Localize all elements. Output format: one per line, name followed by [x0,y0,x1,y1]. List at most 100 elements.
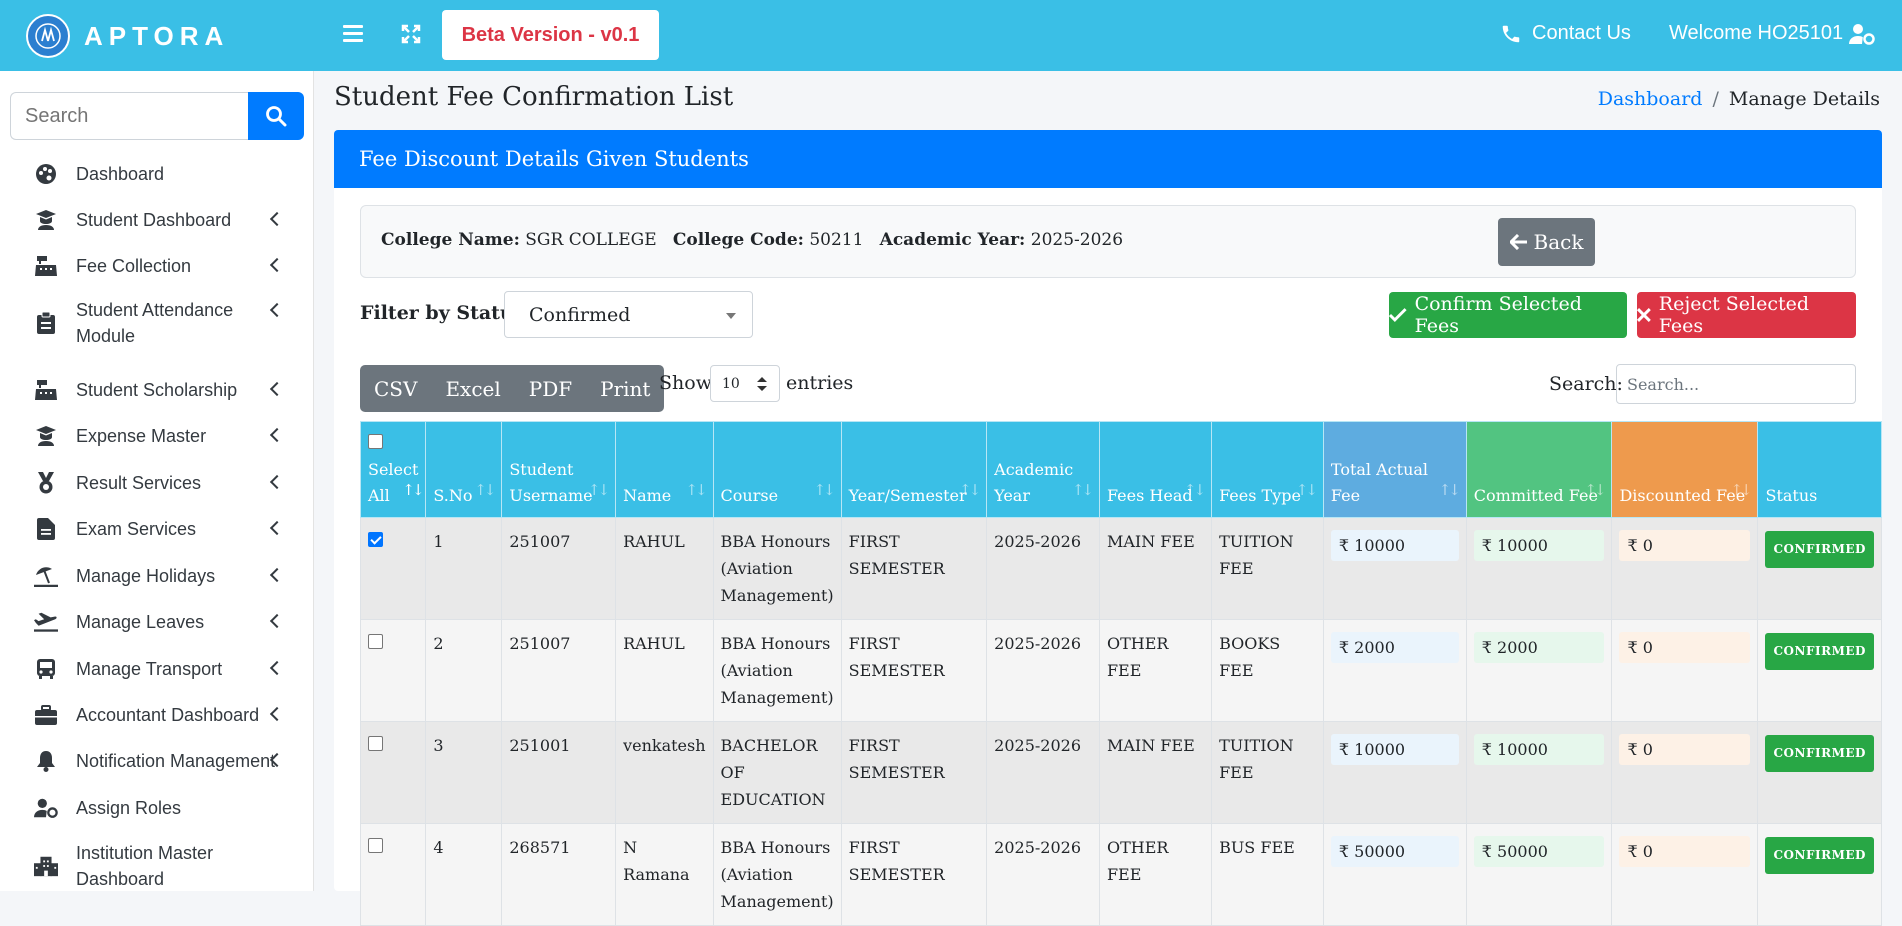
committed-fee-field[interactable]: ₹ 2000 [1473,632,1605,663]
course-header[interactable]: Course ↑↓ [712,421,842,518]
confirm-selected-fees-button[interactable]: Confirm Selected Fees [1389,292,1627,338]
sidebar: Dashboard Student Dashboard Fee Collecti… [0,71,314,891]
select-all-header: Select All ↑↓ [359,421,427,518]
discounted-fee-field[interactable]: ₹ 0 [1619,734,1751,765]
export-csv-button[interactable]: CSV [374,376,418,401]
name-header[interactable]: Name ↑↓ [615,421,714,518]
status-badge: CONFIRMED [1765,735,1874,772]
briefcase-icon [34,703,58,727]
discounted-fee-field[interactable]: ₹ 0 [1619,836,1751,867]
cell-fees-type: TUITION FEE [1211,721,1324,824]
status-header[interactable]: Status [1757,421,1882,518]
discounted-fee-field[interactable]: ₹ 0 [1619,632,1751,663]
actual-fee-field[interactable]: ₹ 10000 [1330,734,1459,765]
cell-name: RAHUL [615,517,714,620]
sidebar-search-input[interactable] [10,92,248,140]
cell-course: BBA Honours (Aviation Management) [712,823,842,926]
logo-emblem-icon [26,14,70,58]
committed-fee-field[interactable]: ₹ 10000 [1473,530,1605,561]
top-navbar: APTORA Beta Version - v0.1 Contact Us We… [0,0,1902,71]
sidebar-item-label: Fee Collection [76,256,192,276]
header-label: Status [1765,486,1818,505]
close-icon [1637,308,1651,322]
check-icon [1389,308,1407,322]
discounted-fee-field[interactable]: ₹ 0 [1619,530,1751,561]
cell-fees-type: BOOKS FEE [1211,619,1324,722]
row-checkbox[interactable] [368,634,383,649]
caret-down-icon [726,313,736,319]
card-header: Fee Discount Details Given Students [334,130,1882,188]
filter-status-select[interactable]: Confirmed [504,291,753,338]
user-menu[interactable]: Welcome HO25101 [1669,22,1875,45]
college-info-box: College Name: SGR COLLEGE College Code: … [360,205,1856,278]
committed-fee-field[interactable]: ₹ 10000 [1473,734,1605,765]
username-header[interactable]: Student Username ↑↓ [501,421,617,518]
table-row: 4 268571 N Ramana BBA Honours (Aviation … [359,823,1882,926]
sno-header[interactable]: S.No ↑↓ [425,421,503,518]
status-badge: CONFIRMED [1765,837,1874,874]
sidebar-item-dashboard[interactable]: Dashboard [0,162,314,186]
graduate-icon [34,424,58,448]
cell-year-semester: FIRST SEMESTER [840,619,988,722]
cell-fees-head: OTHER FEE [1098,619,1213,722]
actual-fee-field[interactable]: ₹ 10000 [1330,530,1459,561]
discounted-fee-header[interactable]: Discounted Fee ↑↓ [1611,421,1759,518]
committed-fee-header[interactable]: Committed Fee ↑↓ [1465,421,1613,518]
export-excel-button[interactable]: Excel [445,376,501,401]
row-checkbox[interactable] [368,838,383,853]
fullscreen-icon[interactable] [401,24,421,48]
export-pdf-button[interactable]: PDF [528,376,573,401]
total-actual-fee-header[interactable]: Total Actual Fee ↑↓ [1322,421,1467,518]
hamburger-menu-icon[interactable] [343,25,363,43]
logo-text: APTORA [84,20,230,51]
search-icon [266,106,287,127]
row-checkbox[interactable] [368,532,383,547]
cell-name: N Ramana [615,823,714,926]
committed-fee-field[interactable]: ₹ 50000 [1473,836,1605,867]
actual-fee-field[interactable]: ₹ 50000 [1330,836,1459,867]
sort-icon: ↑↓ [1071,481,1094,499]
filter-status-label: Filter by Status: [360,302,532,324]
college-code-label: College Code: [672,230,804,250]
cell-academic-year: 2025-2026 [986,721,1100,824]
cell-sno: 3 [425,721,503,824]
academic-year: 2025-2026 [1030,230,1124,250]
sidebar-item-label: Institution Master Dashboard [76,843,214,889]
back-button[interactable]: Back [1498,218,1595,266]
bus-icon [34,657,58,681]
export-buttons: CSV Excel PDF Print [360,365,665,412]
entries-per-page-value: 10 [722,375,740,392]
select-all-checkbox[interactable] [368,434,383,449]
beta-version-badge: Beta Version - v0.1 [442,10,659,60]
year-semester-header[interactable]: Year/Semester ↑↓ [840,421,988,518]
fees-head-header[interactable]: Fees Head ↑↓ [1098,421,1213,518]
sidebar-item-label: Result Services [76,473,202,493]
college-code: 50211 [809,230,864,250]
sort-icon: ↑↓ [813,481,835,499]
entries-per-page-select[interactable]: 10 [710,365,780,402]
table-search-input[interactable]: Search... [1616,364,1856,404]
sidebar-search-button[interactable] [248,92,304,140]
cell-username: 268571 [501,823,617,926]
academic-year-header[interactable]: Academic Year ↑↓ [986,421,1100,518]
medal-icon [34,471,58,495]
app-logo[interactable]: APTORA [26,14,229,58]
row-checkbox[interactable] [368,736,383,751]
sidebar-item-label: Expense Master [76,426,207,446]
cell-fees-head: MAIN FEE [1098,721,1213,824]
arrow-left-icon [1509,234,1527,250]
header-label: Fees Head [1106,486,1193,505]
breadcrumb-dashboard-link[interactable]: Dashboard [1597,88,1703,110]
breadcrumb: Dashboard / Manage Details [1598,88,1880,110]
user-cog-icon [34,796,58,820]
cell-fees-type: BUS FEE [1211,823,1324,926]
fees-type-header[interactable]: Fees Type ↑↓ [1211,421,1324,518]
header-label: S.No [433,486,473,505]
actual-fee-field[interactable]: ₹ 2000 [1330,632,1459,663]
sidebar-item-label: Student Attendance Module [76,300,234,346]
print-button[interactable]: Print [600,376,651,401]
reject-selected-fees-button[interactable]: Reject Selected Fees [1637,292,1856,338]
cell-course: BBA Honours (Aviation Management) [712,517,842,620]
contact-us-link[interactable]: Contact Us [1500,22,1631,45]
table-header-row: Select All ↑↓ S.No ↑↓ Student Username ↑↓ … [359,421,1882,518]
